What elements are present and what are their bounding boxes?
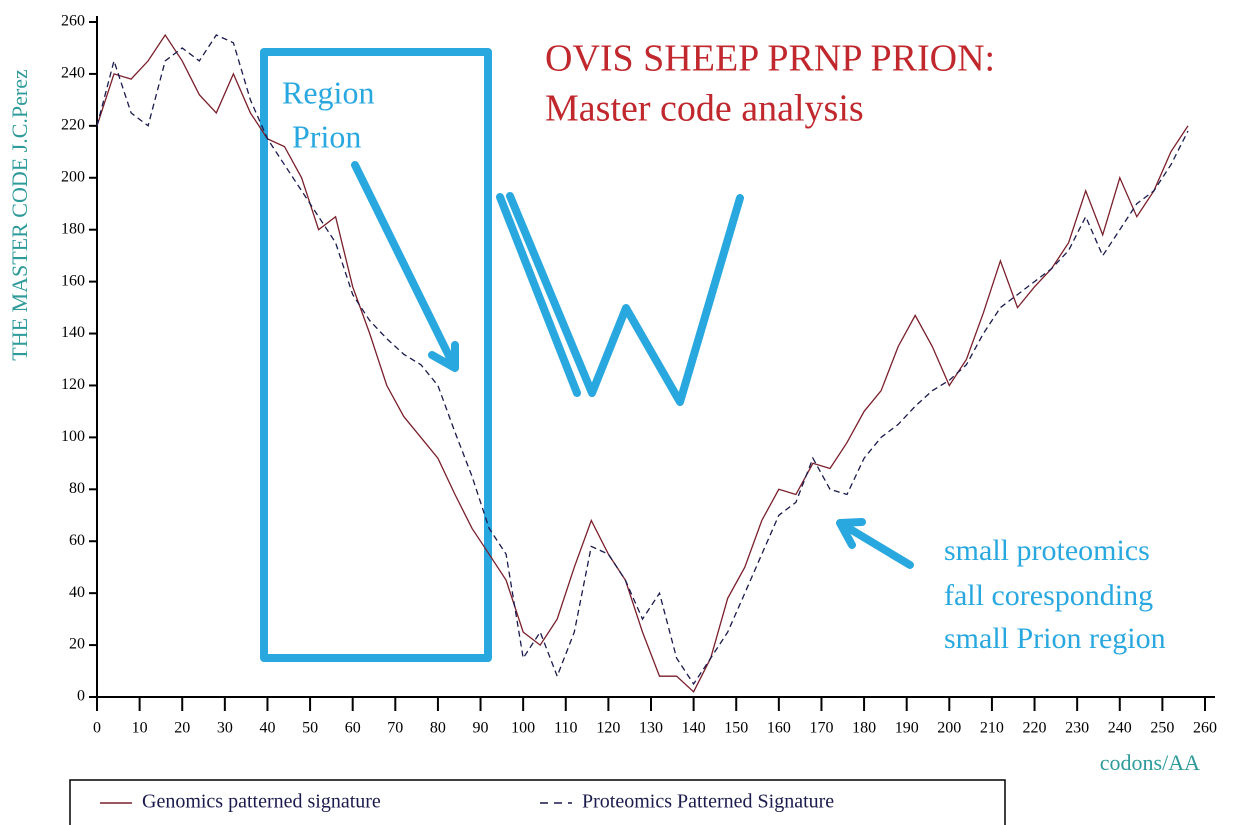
prion-region-box — [260, 48, 492, 662]
x-tick-label: 170 — [809, 720, 833, 737]
series-line — [96, 34, 1189, 686]
x-tick-label: 100 — [511, 720, 535, 737]
y-tick-label: 20 — [69, 636, 85, 653]
x-tick-label: 210 — [980, 720, 1004, 737]
y-tick-label: 60 — [69, 532, 85, 549]
y-tick-label: 120 — [61, 376, 85, 393]
x-tick-label: 140 — [682, 720, 706, 737]
x-tick-label: 70 — [387, 720, 403, 737]
y-tick-label: 0 — [77, 688, 85, 705]
series-line — [96, 33, 1189, 693]
y-tick-label: 160 — [61, 272, 85, 289]
y-tick-label: 200 — [61, 168, 85, 185]
legend-label: Proteomics Patterned Signature — [582, 791, 834, 813]
annotation: fall coresponding — [944, 579, 1153, 612]
annotation: small proteomics — [944, 534, 1150, 567]
y-tick-label: 40 — [69, 584, 85, 601]
annotation: small Prion region — [944, 622, 1166, 655]
x-tick-label: 90 — [473, 720, 489, 737]
x-tick-label: 20 — [174, 720, 190, 737]
y-tick-label: 240 — [61, 65, 85, 82]
x-tick-label: 40 — [259, 720, 275, 737]
legend-label: Genomics patterned signature — [142, 791, 381, 813]
y-tick-label: 80 — [69, 480, 85, 497]
y-tick-label: 220 — [61, 117, 85, 134]
x-tick-label: 10 — [132, 720, 148, 737]
x-tick-label: 80 — [430, 720, 446, 737]
x-tick-label: 0 — [93, 720, 101, 737]
x-tick-label: 220 — [1023, 720, 1047, 737]
x-tick-label: 250 — [1150, 720, 1174, 737]
x-tick-label: 60 — [345, 720, 361, 737]
x-tick-label: 180 — [852, 720, 876, 737]
x-tick-label: 120 — [596, 720, 620, 737]
chart-subtitle: Master code analysis — [545, 88, 864, 130]
x-tick-label: 260 — [1193, 720, 1217, 737]
chart-title: OVIS SHEEP PRNP PRION: — [545, 38, 995, 80]
x-tick-label: 230 — [1065, 720, 1089, 737]
y-tick-label: 100 — [61, 428, 85, 445]
x-tick-label: 190 — [895, 720, 919, 737]
legend-box — [69, 779, 1006, 825]
arrow — [836, 518, 914, 569]
x-axis-label: codons/AA — [1100, 750, 1200, 775]
x-tick-label: 240 — [1108, 720, 1132, 737]
x-tick-label: 110 — [554, 720, 577, 737]
arrow — [351, 161, 459, 372]
x-tick-label: 30 — [217, 720, 233, 737]
drawn-shapes — [260, 48, 914, 662]
w-shape — [496, 192, 744, 406]
y-axis-label: THE MASTER CODE J.C.Perez — [7, 69, 32, 361]
annotation: Region — [282, 74, 374, 110]
x-tick-label: 150 — [724, 720, 748, 737]
annotation: Prion — [292, 118, 361, 154]
y-tick-label: 180 — [61, 220, 85, 237]
x-tick-label: 160 — [767, 720, 791, 737]
y-tick-label: 140 — [61, 324, 85, 341]
x-tick-label: 50 — [302, 720, 318, 737]
x-tick-label: 130 — [639, 720, 663, 737]
y-tick-label: 260 — [61, 13, 85, 30]
x-tick-label: 200 — [937, 720, 961, 737]
